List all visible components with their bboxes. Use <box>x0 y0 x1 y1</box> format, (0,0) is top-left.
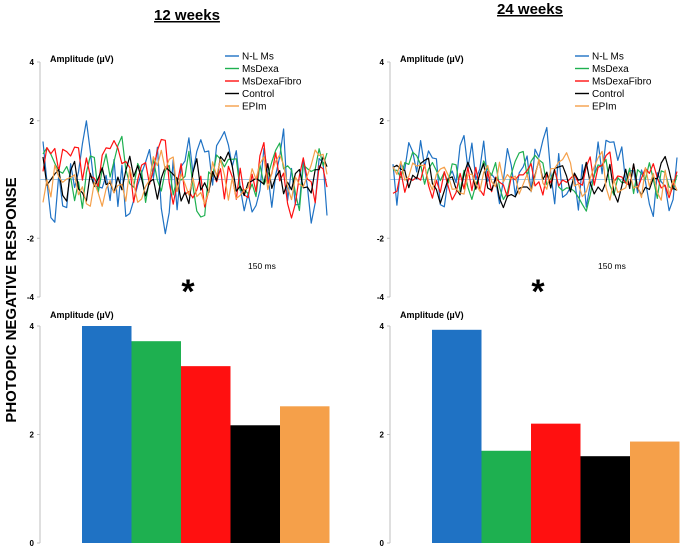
legend-label: N-L Ms <box>592 52 624 63</box>
legend-label: Control <box>242 89 274 100</box>
trace-msdexa <box>392 150 678 212</box>
y-side-label: PHOTOPIC NEGATIVE RESPONSE <box>3 177 20 422</box>
trace-epim <box>392 150 678 201</box>
y-tick-label: 2 <box>30 431 35 440</box>
y-tick-label: -4 <box>27 293 35 302</box>
chart-3: 4 2 0 Amplitude (µV) <box>380 310 680 548</box>
chart-2: 4 2 0 Amplitude (µV) <box>30 310 330 548</box>
y-tick-label: 2 <box>30 117 35 126</box>
panel-title: 24 weeks <box>497 1 563 18</box>
y-tick-label: 4 <box>30 58 35 67</box>
trace-msdexa <box>42 135 328 218</box>
significance-star: * <box>531 273 545 311</box>
bar-msdexa <box>131 341 181 543</box>
trace-n-l-ms <box>42 120 328 235</box>
y-axis-label: Amplitude (µV) <box>50 54 114 64</box>
bar-control <box>580 456 630 543</box>
trace-control <box>42 151 328 205</box>
y-tick-label: 2 <box>380 117 385 126</box>
bar-n-l-ms <box>432 329 482 543</box>
y-tick-label: -4 <box>377 293 385 302</box>
legend-label: EPIm <box>242 102 266 113</box>
legend-label: MsDexa <box>242 64 279 75</box>
legend-label: MsDexaFibro <box>592 77 652 88</box>
legend-label: Control <box>592 89 624 100</box>
y-tick-label: 0 <box>30 539 35 548</box>
y-tick-label: -2 <box>377 234 385 243</box>
y-axis-label: Amplitude (µV) <box>400 54 464 64</box>
trace-epim <box>42 149 328 207</box>
bar-n-l-ms <box>82 326 132 543</box>
time-scale-label: 150 ms <box>248 261 276 271</box>
legend-label: EPIm <box>592 102 616 113</box>
panel-title: 12 weeks <box>154 7 220 24</box>
y-tick-label: 4 <box>380 58 385 67</box>
y-tick-label: 0 <box>380 539 385 548</box>
legend-label: MsDexa <box>592 64 629 75</box>
bar-msdexafibro <box>181 366 231 543</box>
legend-label: N-L Ms <box>242 52 274 63</box>
bar-control <box>230 425 280 543</box>
bar-msdexa <box>481 450 531 543</box>
y-axis-label: Amplitude (µV) <box>50 310 114 320</box>
y-tick-label: 4 <box>380 322 385 331</box>
y-tick-label: 4 <box>30 322 35 331</box>
bar-epim <box>630 441 680 543</box>
y-axis-label: Amplitude (µV) <box>400 310 464 320</box>
y-tick-label: 2 <box>380 431 385 440</box>
time-scale-label: 150 ms <box>598 261 626 271</box>
y-tick-label: -2 <box>27 234 35 243</box>
bar-msdexafibro <box>531 423 581 543</box>
significance-star: * <box>181 273 195 311</box>
bar-epim <box>280 406 330 543</box>
legend-label: MsDexaFibro <box>242 77 302 88</box>
